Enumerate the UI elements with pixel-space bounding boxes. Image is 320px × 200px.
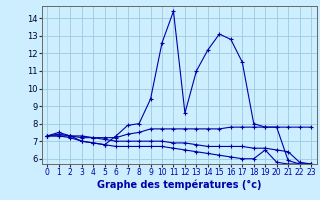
X-axis label: Graphe des températures (°c): Graphe des températures (°c)	[97, 180, 261, 190]
